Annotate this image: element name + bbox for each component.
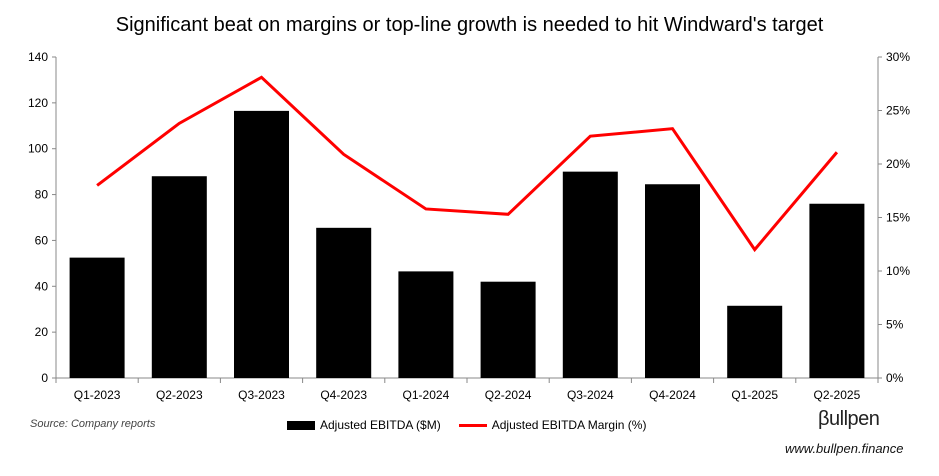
bar-Q3-2023	[234, 110, 289, 378]
bar-Q2-2023	[151, 176, 207, 378]
line-series	[96, 75, 839, 253]
legend: Adjusted EBITDA ($M) Adjusted EBITDA Mar…	[287, 418, 664, 432]
chart-title: Significant beat on margins or top-line …	[115, 14, 824, 36]
x-tick-label: Q3-2023	[238, 388, 285, 402]
legend-label-ebitda: Adjusted EBITDA ($M)	[320, 418, 441, 432]
legend-item-margin: Adjusted EBITDA Margin (%)	[458, 418, 647, 432]
y-left-tick-label: 20	[35, 325, 49, 339]
x-tick-label: Q4-2023	[320, 388, 367, 402]
source-note: Source: Company reports	[30, 418, 156, 430]
bar-Q4-2024	[645, 184, 700, 378]
y-left-tick-label: 60	[35, 233, 49, 247]
x-tick-label: Q3-2024	[567, 388, 614, 402]
brand-logo: βullpen	[818, 408, 880, 430]
y-right-tick-label: 0%	[886, 371, 904, 385]
bar-Q3-2024	[562, 171, 618, 378]
x-tick-label: Q2-2024	[485, 388, 532, 402]
y-left-tick-label: 140	[28, 50, 48, 64]
x-tick-label: Q1-2025	[731, 388, 778, 402]
x-tick-label: Q1-2023	[74, 388, 121, 402]
legend-label-margin: Adjusted EBITDA Margin (%)	[491, 418, 647, 432]
y-left-tick-label: 120	[28, 96, 48, 110]
y-left-tick-label: 100	[28, 142, 48, 156]
bar-Q1-2024	[398, 271, 454, 378]
y-right-tick-label: 10%	[886, 264, 910, 278]
x-tick-label: Q4-2024	[649, 388, 696, 402]
legend-bar-swatch	[287, 420, 315, 430]
x-tick-label: Q2-2025	[814, 388, 861, 402]
axis-labels: 0 20 40 60 80 100 120 140 0% 5% 10% 15% 20% 25% 30% Q1-…	[28, 50, 910, 402]
y-right-tick-label: 15%	[886, 211, 910, 225]
y-right-tick-label: 30%	[886, 50, 910, 64]
brand-url: www.bullpen.finance	[785, 441, 904, 456]
y-right-tick-label: 25%	[886, 104, 910, 118]
bar-Q2-2025	[809, 203, 865, 378]
bar-series	[69, 110, 865, 378]
bar-Q1-2023	[69, 257, 125, 378]
legend-item-ebitda: Adjusted EBITDA ($M)	[287, 418, 441, 432]
x-tick-label: Q1-2024	[403, 388, 450, 402]
bar-Q1-2025	[727, 305, 783, 378]
margin-line	[96, 75, 839, 253]
bar-Q4-2023	[316, 227, 372, 378]
y-left-tick-label: 80	[35, 188, 49, 202]
x-tick-label: Q2-2023	[156, 388, 203, 402]
y-left-tick-label: 0	[41, 371, 48, 385]
y-left-tick-label: 40	[35, 279, 49, 293]
y-right-tick-label: 5%	[886, 318, 904, 332]
y-right-tick-label: 20%	[886, 157, 910, 171]
bar-Q2-2024	[480, 281, 536, 378]
legend-line-swatch	[458, 423, 487, 427]
